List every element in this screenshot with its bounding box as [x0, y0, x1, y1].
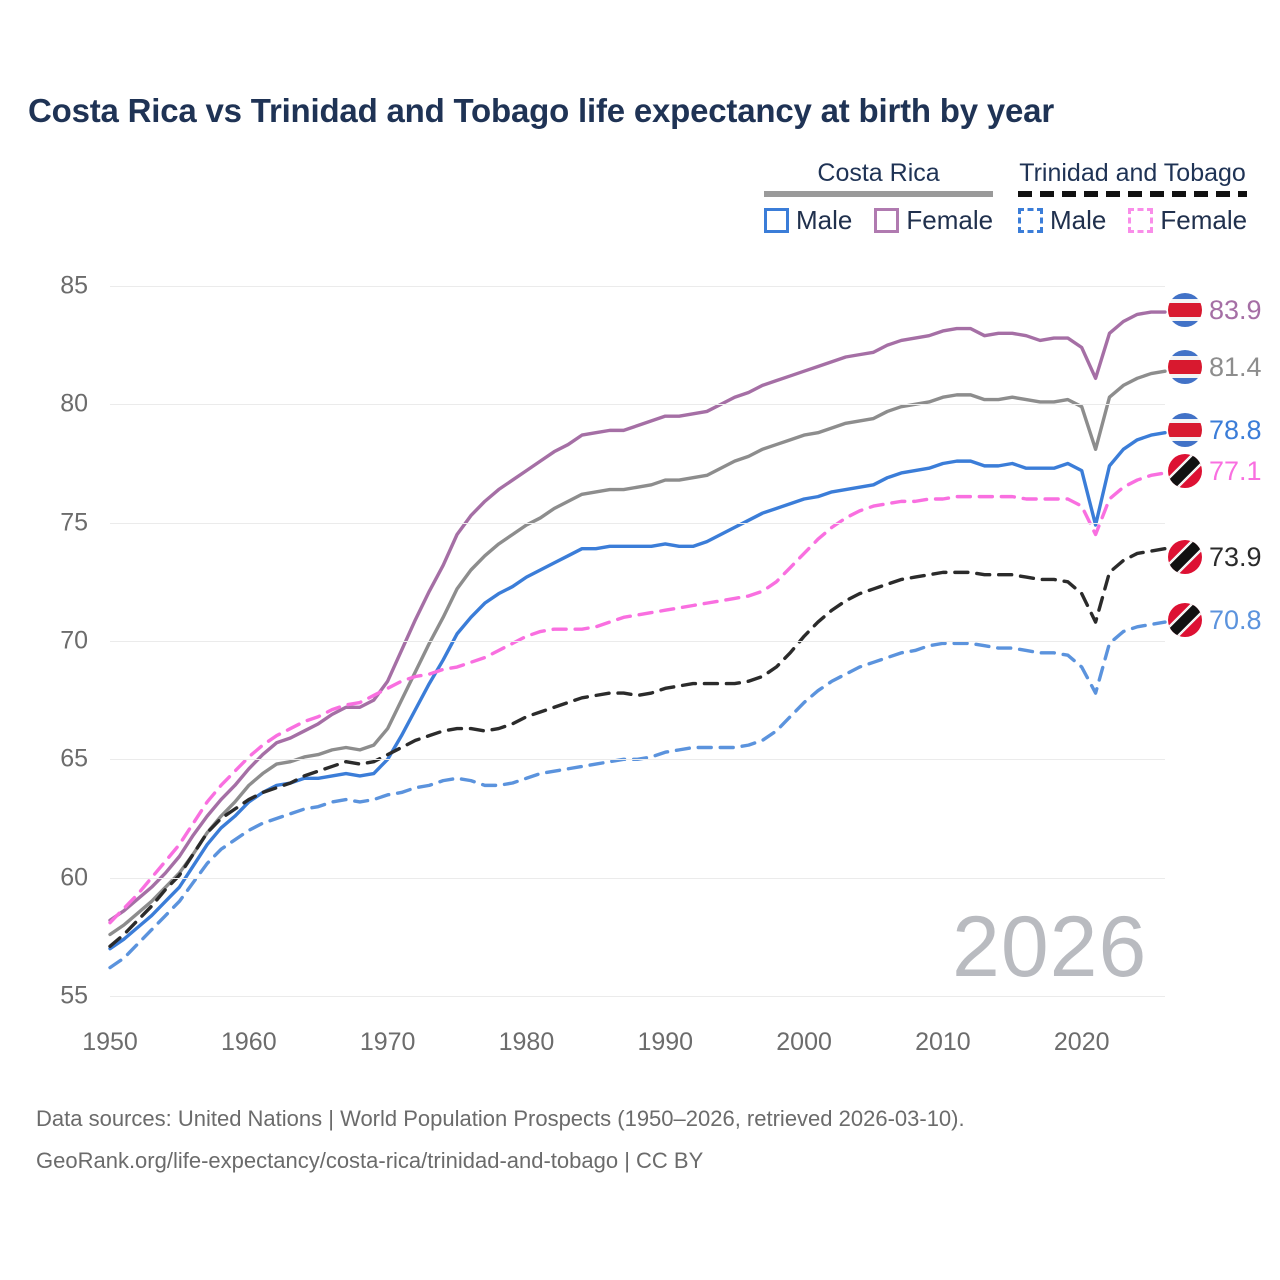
plot-area	[108, 286, 1167, 997]
y-gridline	[110, 996, 1165, 997]
y-gridline	[110, 641, 1165, 642]
legend-swatch-icon	[764, 208, 789, 233]
series-end-value: 73.9	[1209, 541, 1262, 572]
x-axis-tick-label: 1950	[82, 1028, 138, 1056]
y-gridline	[110, 759, 1165, 761]
x-axis-tick-label: 1960	[221, 1028, 277, 1056]
series-line	[108, 547, 1167, 948]
costa-rica-flag-icon	[1168, 293, 1202, 327]
legend-item-label: Male	[1050, 205, 1107, 235]
series-end-value: 70.8	[1209, 604, 1262, 635]
x-axis-tick-label: 2010	[915, 1028, 971, 1056]
series-end-label: 73.9	[1168, 540, 1262, 574]
series-line	[108, 471, 1167, 925]
series-end-label: 83.9	[1168, 293, 1262, 327]
x-axis-tick-label: 1970	[359, 1028, 416, 1056]
footer-line-1: Data sources: United Nations | World Pop…	[36, 1106, 965, 1131]
legend-item-costa-rica-female[interactable]: Female	[874, 205, 993, 236]
trinidad-and-tobago-flag-icon	[1168, 454, 1202, 488]
year-watermark: 2026	[952, 899, 1148, 995]
page-title: Costa Rica vs Trinidad and Tobago life e…	[28, 92, 1054, 129]
footer-line-2: GeoRank.org/life-expectancy/costa-rica/t…	[36, 1148, 704, 1173]
y-gridline	[110, 404, 1165, 406]
y-gridline	[110, 522, 1165, 524]
series-end-value: 83.9	[1209, 294, 1262, 325]
y-gridline	[110, 286, 1165, 287]
series-end-value: 77.1	[1209, 455, 1262, 486]
series-line	[108, 310, 1167, 922]
x-axis-tick-label: 1980	[498, 1028, 555, 1056]
legend-group-costa-rica: Costa Rica Male Female	[764, 158, 994, 236]
legend-group-title: Costa Rica	[817, 159, 940, 187]
legend-item-label: Female	[906, 205, 994, 235]
y-axis-tick-label: 65	[60, 744, 88, 773]
legend-swatch-icon	[1128, 208, 1154, 233]
series-end-value: 81.4	[1209, 351, 1262, 382]
costa-rica-flag-icon	[1168, 350, 1202, 384]
trinidad-and-tobago-flag-icon	[1168, 540, 1202, 574]
legend-item-label: Male	[796, 205, 853, 235]
y-axis-tick-label: 70	[60, 626, 88, 655]
y-axis-tick-label: 60	[60, 863, 88, 892]
legend-swatch-icon	[874, 208, 900, 233]
series-end-label: 78.8	[1168, 413, 1262, 447]
legend-item-trinidad-female[interactable]: Female	[1128, 205, 1247, 236]
legend-rule-solid	[764, 191, 994, 197]
legend-item-label: Female	[1160, 205, 1248, 235]
y-axis-tick-label: 85	[60, 271, 88, 300]
series-end-label: 70.8	[1168, 603, 1262, 637]
legend-group-title: Trinidad and Tobago	[1019, 159, 1246, 187]
legend-item-trinidad-male[interactable]: Male	[1018, 205, 1106, 236]
trinidad-and-tobago-flag-icon	[1168, 603, 1202, 637]
series-end-label: 81.4	[1168, 350, 1262, 384]
legend-swatch-icon	[1018, 208, 1043, 233]
series-end-value: 78.8	[1209, 414, 1262, 445]
x-axis-tick-label: 2020	[1053, 1028, 1110, 1056]
y-axis-tick-label: 75	[60, 508, 88, 537]
x-axis: 1950 1960 1970 1980 1990 2000 2010 2020	[0, 1028, 1280, 1068]
costa-rica-flag-icon	[1168, 413, 1202, 447]
chart-legend: Costa Rica Male Female Trinidad and Toba…	[0, 158, 1280, 248]
legend-item-costa-rica-male[interactable]: Male	[764, 205, 852, 236]
y-axis-tick-label: 80	[60, 389, 88, 418]
y-gridline	[110, 877, 1165, 879]
legend-rule-dashed	[1018, 191, 1248, 197]
legend-group-trinidad-and-tobago: Trinidad and Tobago Male Female	[1018, 158, 1248, 236]
series-line	[108, 369, 1167, 937]
y-axis-tick-label: 55	[60, 981, 88, 1010]
series-end-label: 77.1	[1168, 454, 1262, 488]
x-axis-tick-label: 1990	[637, 1028, 694, 1056]
x-axis-tick-label: 2000	[776, 1028, 832, 1056]
